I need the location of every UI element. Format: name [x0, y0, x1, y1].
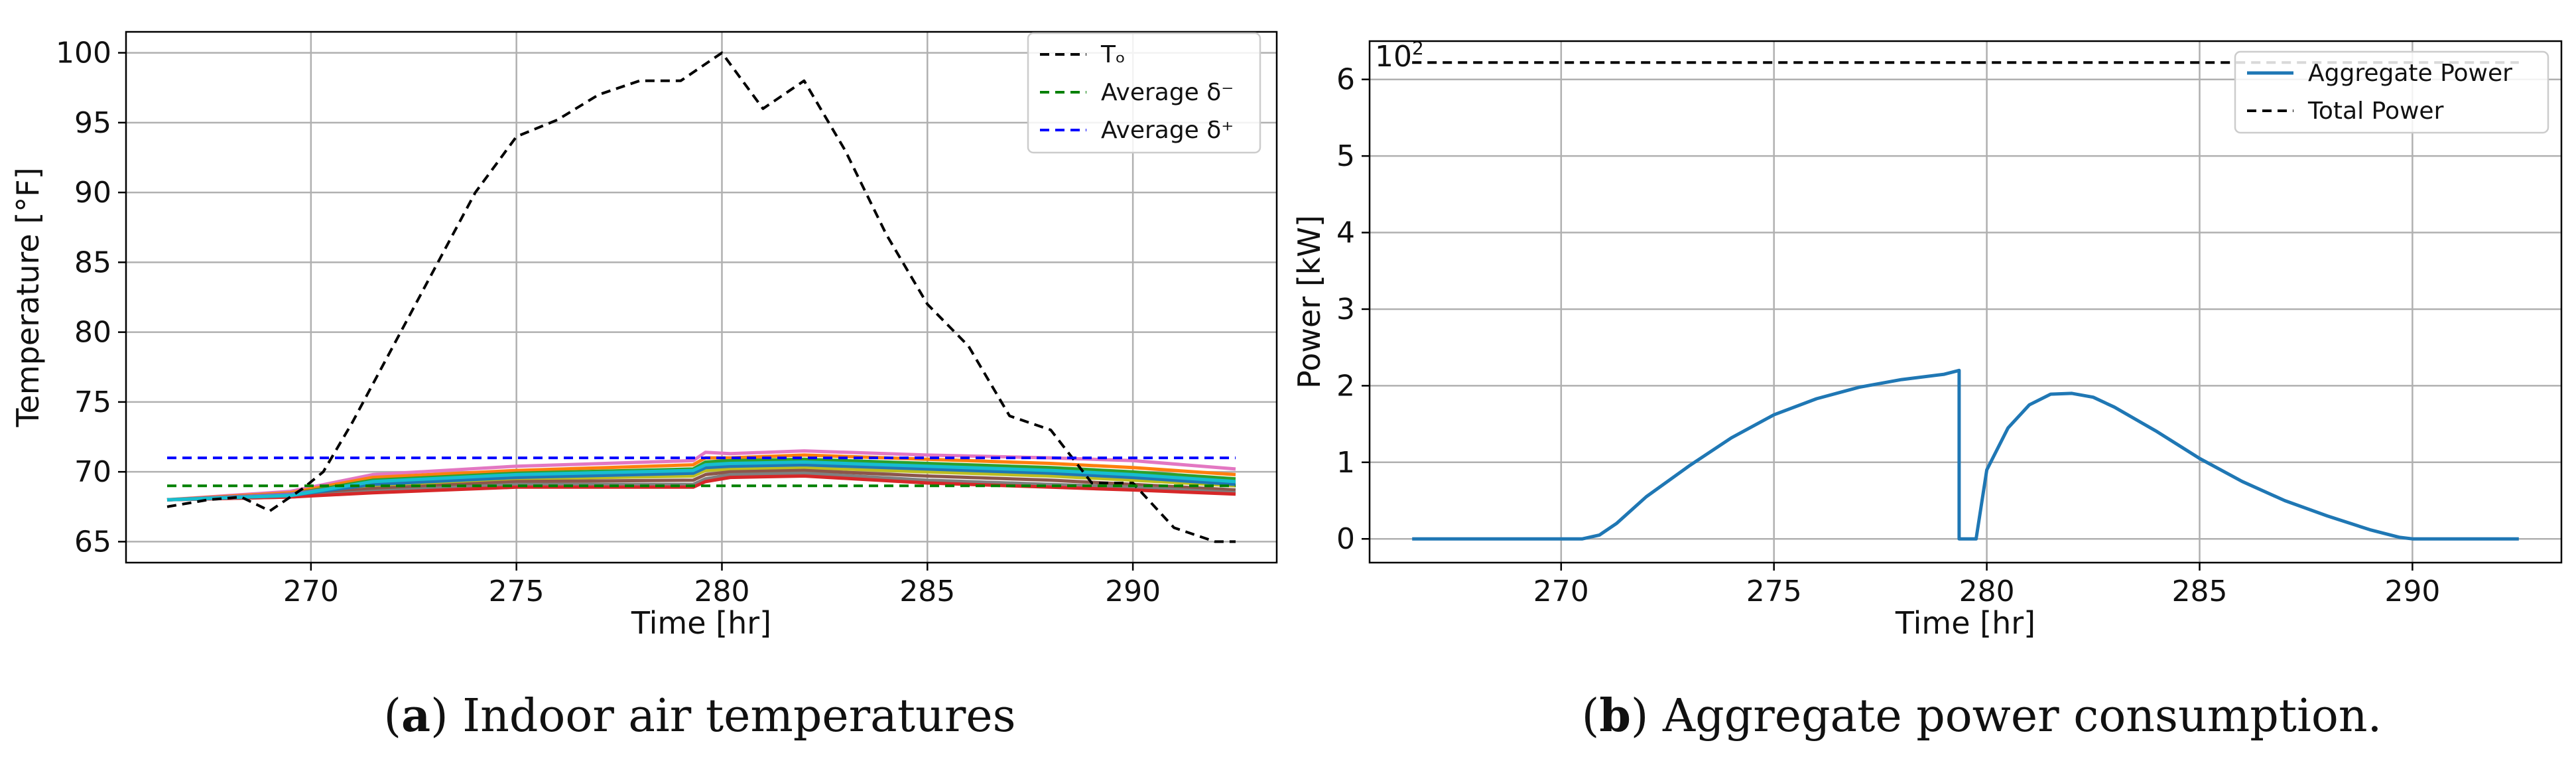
plot-frame	[1368, 40, 2563, 564]
x-tick-label: 285	[899, 575, 955, 608]
series-line-aggregate-power	[1412, 368, 2519, 541]
y-tick-label: 0	[1336, 522, 1355, 556]
scale-exponent: 2	[1412, 37, 1424, 59]
x-tick-label: 270	[283, 575, 339, 608]
y-tick-label: 5	[1336, 139, 1355, 173]
x-axis-label: Time [hr]	[631, 605, 771, 641]
legend-label: Aggregate Power	[2308, 60, 2512, 87]
y-tick-label: 2	[1336, 369, 1355, 403]
caption-text: Aggregate power consumption.	[1662, 690, 2382, 742]
y-tick-label: 6	[1336, 63, 1355, 97]
panel-label: b	[1599, 689, 1631, 742]
y-tick-label: 70	[74, 455, 111, 489]
y-axis-label: Power [kW]	[1291, 215, 1327, 389]
legend-label: Average δ⁺	[1101, 117, 1234, 144]
scale-base: 10	[1375, 40, 1412, 74]
y-scale-multiplier: 102	[1375, 37, 1424, 74]
figure-caption: (b) Aggregate power consumption.	[1582, 689, 2382, 742]
y-tick-label: 90	[74, 176, 111, 210]
y-tick-label: 80	[74, 316, 111, 350]
y-tick-label: 65	[74, 525, 111, 559]
series-line-room-10	[166, 474, 1236, 502]
legend-label: Total Power	[2307, 98, 2444, 125]
y-axis-label: Temperature [°F]	[10, 167, 46, 427]
legend-label: Average δ⁻	[1101, 79, 1234, 106]
panel-label: a	[401, 689, 430, 742]
y-tick-label: 100	[56, 36, 111, 70]
y-tick-label: 1	[1336, 446, 1355, 480]
x-tick-label: 275	[1746, 575, 1802, 608]
y-tick-label: 3	[1336, 293, 1355, 326]
figure-caption: (a) Indoor air temperatures	[384, 689, 1016, 742]
x-tick-label: 270	[1533, 575, 1589, 608]
legend-box	[2234, 50, 2549, 134]
x-axis-label: Time [hr]	[1895, 605, 2035, 641]
x-tick-label: 285	[2171, 575, 2227, 608]
y-tick-label: 75	[74, 385, 111, 419]
x-tick-label: 290	[2384, 575, 2440, 608]
caption-text: Indoor air temperatures	[462, 690, 1015, 742]
y-tick-label: 85	[74, 245, 111, 279]
x-tick-label: 280	[1959, 575, 2015, 608]
legend-box	[1027, 32, 1261, 154]
legend: Aggregate Power Total Power	[2234, 50, 2549, 134]
chart-panel-a: 270 275 280 285 290 65 70 75 80 85 90 95 100 Time [hr…	[10, 31, 1278, 742]
y-tick-label: 4	[1336, 216, 1355, 250]
legend-label: Tₒ	[1100, 41, 1126, 68]
series-line-room-3	[166, 449, 1236, 502]
x-tick-label: 280	[694, 575, 749, 608]
plot-frame	[125, 31, 1278, 564]
chart-panel-b: 270 275 280 285 290 0 1 2 3 4 5 6 Time [hr] Power [kW…	[1291, 37, 2563, 742]
x-tick-label: 290	[1105, 575, 1161, 608]
series-line-room-8	[166, 468, 1236, 502]
x-tick-label: 275	[489, 575, 545, 608]
series-line-t-	[166, 51, 1236, 543]
series-line-room-12	[166, 460, 1236, 502]
y-tick-label: 95	[74, 106, 111, 140]
legend: Tₒ Average δ⁻ Average δ⁺	[1027, 32, 1261, 154]
